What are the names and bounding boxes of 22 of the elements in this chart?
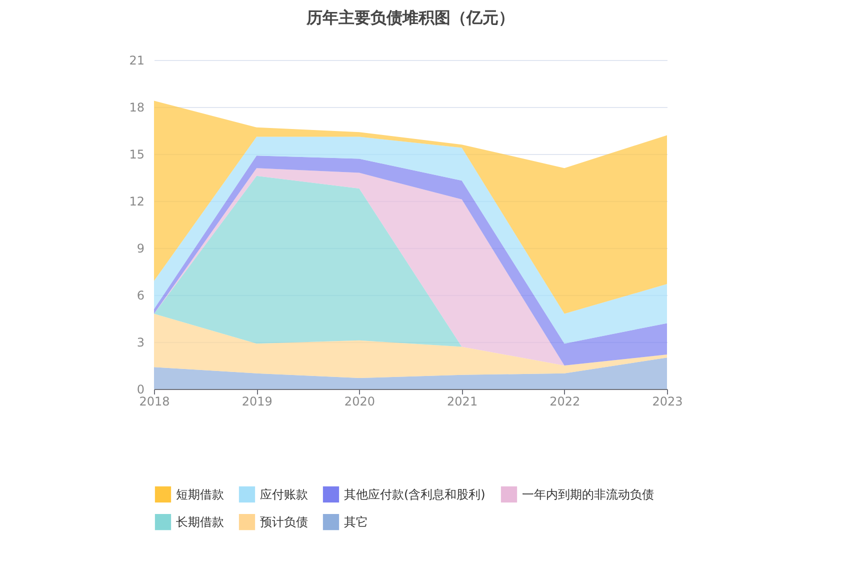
legend-label: 应付账款 [260,487,308,502]
y-tick-label: 0 [136,382,144,396]
legend-label: 预计负债 [260,515,308,529]
x-tick-label: 2018 [139,394,170,408]
x-tick-label: 2019 [242,394,272,408]
x-tick-label: 2022 [550,394,580,408]
y-tick-label: 12 [129,194,144,208]
y-tick-label: 6 [136,288,144,302]
legend-label: 其它 [344,515,368,529]
y-tick-label: 21 [129,54,144,68]
legend-label: 长期借款 [176,515,224,529]
y-tick-label: 15 [129,148,144,162]
y-tick-label: 9 [136,242,144,256]
chart-title: 历年主要负债堆积图（亿元） [306,8,514,27]
x-tick-label: 2023 [652,394,683,408]
y-tick-label: 18 [129,100,144,114]
legend-label: 短期借款 [176,487,224,502]
legend-label: 其他应付款(含利息和股利) [344,487,486,502]
y-tick-label: 3 [136,336,144,350]
x-tick-label: 2020 [344,394,375,408]
legend-label: 一年内到期的非流动负债 [522,487,654,502]
x-tick-label: 2021 [447,394,478,408]
